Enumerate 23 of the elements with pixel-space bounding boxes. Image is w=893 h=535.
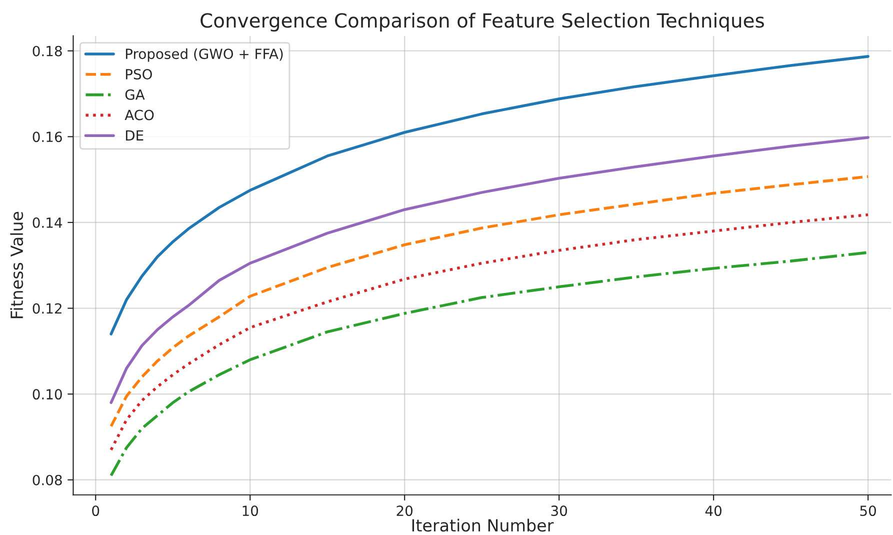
legend-label: GA	[125, 89, 145, 100]
legend-label: PSO	[126, 68, 152, 80]
chart-title: Convergence Comparison of Feature Selection Techniques	[200, 12, 764, 32]
legend-label: ACO	[124, 110, 154, 120]
x-tick-label: 20	[396, 506, 413, 516]
line-series	[110, 213, 870, 452]
line-series	[110, 251, 870, 477]
y-tick-label: 0.08	[32, 474, 62, 486]
x-tick-label: 30	[551, 506, 567, 516]
x-tick-label: 0	[92, 506, 100, 516]
y-axis-title: Fitness Value	[10, 212, 24, 318]
legend-label: Proposed (GWO + FFA)	[126, 48, 283, 62]
x-tick-label: 50	[860, 506, 876, 516]
y-tick-label: 0.12	[32, 303, 62, 314]
y-tick-label: 0.14	[32, 217, 62, 228]
y-tick-label: 0.16	[32, 132, 62, 142]
x-tick-label: 40	[705, 506, 722, 516]
line-series	[110, 175, 870, 428]
y-tick-label: 0.18	[32, 46, 62, 56]
y-tick-label: 0.10	[32, 389, 62, 400]
x-tick-label: 10	[242, 506, 258, 516]
x-axis-title: Iteration Number	[412, 518, 554, 532]
legend-label: DE	[126, 130, 144, 140]
